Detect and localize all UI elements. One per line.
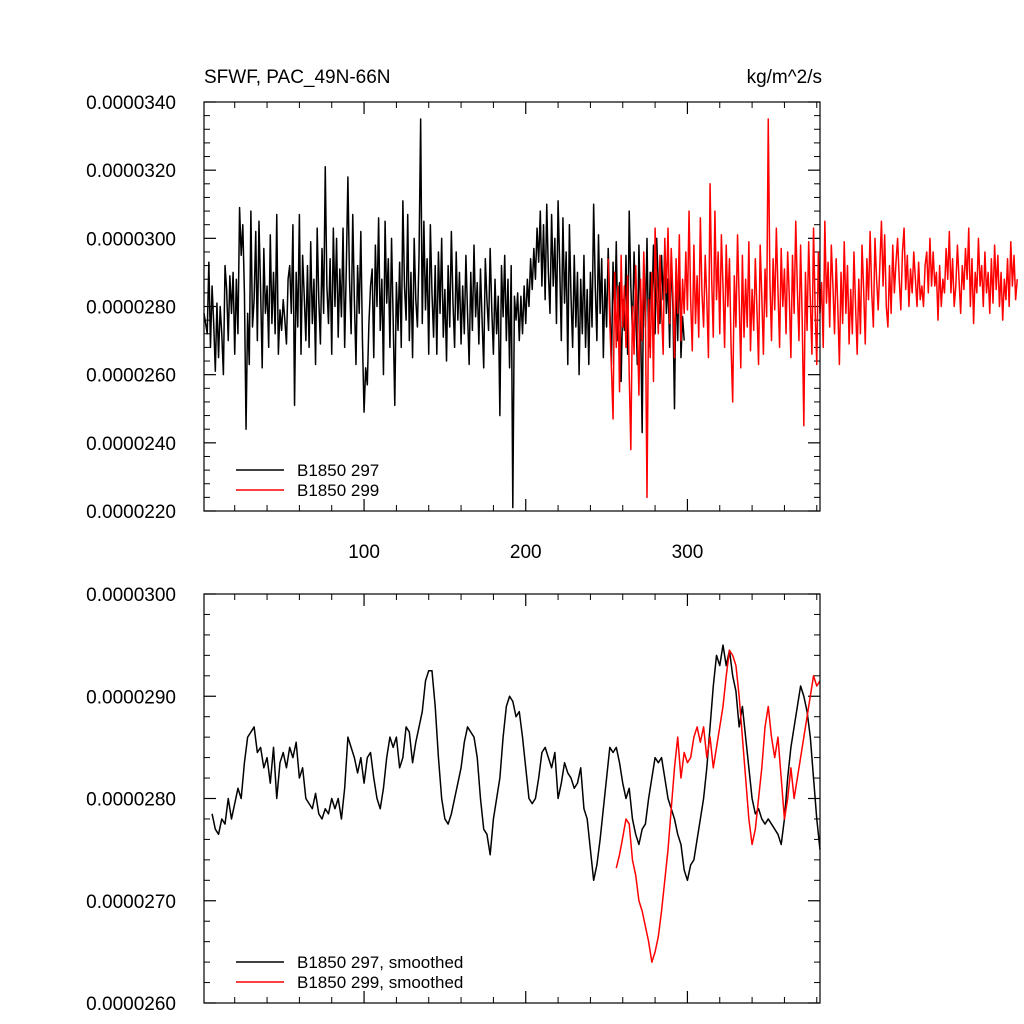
units-label: kg/m^2/s (747, 67, 822, 88)
top-ytick-label: 0.0000260 (86, 366, 176, 387)
top-ytick-label: 0.0000340 (86, 93, 176, 114)
top-xtick-label: 100 (348, 542, 380, 563)
chart-title: SFWF, PAC_49N-66N (204, 67, 391, 88)
series-line-b1850-297 (203, 118, 685, 509)
bottom-ytick-label: 0.0000280 (86, 790, 176, 811)
top-ytick-label: 0.0000280 (86, 298, 176, 319)
legend-label-b1850-299: B1850 299 (297, 481, 379, 500)
bottom-plot-area (211, 644, 821, 963)
top-panel: SFWF, PAC_49N-66N kg/m^2/s 0.00002200.00… (86, 67, 1018, 563)
top-ytick-label: 0.0000240 (86, 434, 176, 455)
top-ytick-label: 0.0000220 (86, 502, 176, 523)
top-ytick-label: 0.0000320 (86, 161, 176, 182)
bottom-ytick-label: 0.0000260 (86, 994, 176, 1015)
bottom-axis-ticks (204, 593, 820, 1004)
bottom-legend: B1850 297, smoothed B1850 299, smoothed (236, 953, 463, 992)
top-ytick-label: 0.0000300 (86, 229, 176, 250)
series-line-b1850-299-smoothed (615, 649, 821, 963)
legend-label-b1850-299-smoothed: B1850 299, smoothed (297, 973, 463, 992)
bottom-axis-tick-labels: 0.0000260 0.0000270 0.0000280 0.0000290 0.00… (86, 585, 176, 1015)
top-plot-frame (203, 101, 821, 512)
top-xtick-label: 200 (510, 542, 542, 563)
series-line-b1850-299 (607, 118, 1018, 499)
legend-label-b1850-297-smoothed: B1850 297, smoothed (297, 953, 463, 972)
bottom-panel: 0.0000260 0.0000270 0.0000280 0.0000290 0.00… (86, 585, 821, 1015)
bottom-plot-frame (203, 593, 821, 1004)
series-line-b1850-297-smoothed (211, 644, 821, 882)
bottom-ytick-label: 0.0000300 (86, 585, 176, 606)
top-axis-tick-labels: 0.0000220 0.0000240 0.0000260 0.0000280 0.00… (86, 93, 703, 563)
bottom-ytick-label: 0.0000270 (86, 892, 176, 913)
top-plot-area (203, 118, 1018, 509)
bottom-ytick-label: 0.0000290 (86, 687, 176, 708)
top-xtick-label: 300 (672, 542, 704, 563)
top-legend: B1850 297 B1850 299 (236, 461, 379, 500)
legend-label-b1850-297: B1850 297 (297, 461, 379, 480)
